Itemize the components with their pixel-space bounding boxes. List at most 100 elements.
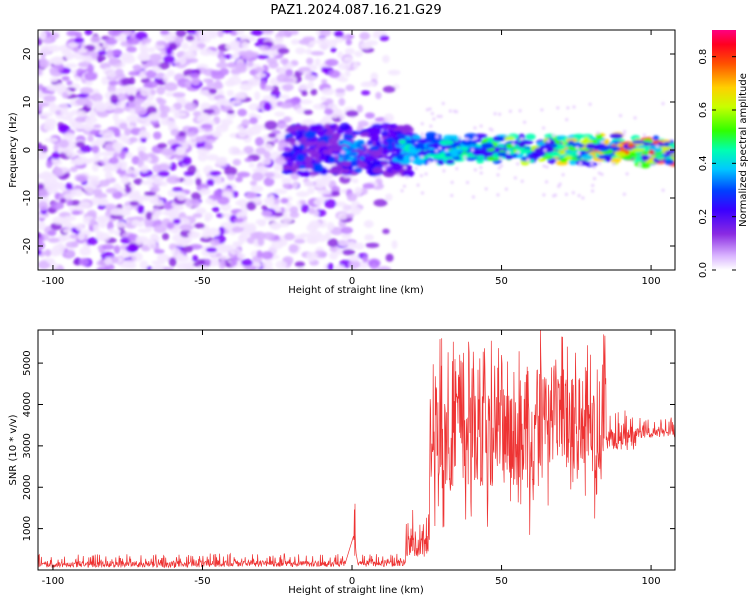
spectrogram-cell	[352, 151, 358, 156]
spectrogram-cell	[661, 188, 665, 192]
spectrogram-cell	[67, 42, 78, 48]
spectrogram-cell	[225, 42, 237, 51]
spectrogram-cell	[652, 135, 660, 141]
spectrogram-cell	[38, 102, 43, 112]
spectrogram-cell	[47, 237, 60, 243]
spectrogram-cell	[91, 163, 99, 172]
spectrogram-cell	[319, 30, 332, 37]
spectrogram-cell	[375, 140, 382, 147]
spectrogram-cell	[40, 112, 53, 117]
spectrogram-cell	[273, 188, 288, 195]
spectrogram-cell	[241, 40, 249, 50]
spectrogram-cell	[92, 188, 103, 196]
spectrogram-y-tick-label: -10	[22, 190, 33, 206]
spectrogram-cell	[214, 79, 222, 89]
spectrogram-cell	[105, 36, 118, 45]
spectrogram-cell	[356, 104, 364, 113]
spectrogram-cell	[375, 91, 382, 100]
spectrogram-cell	[250, 185, 264, 193]
spectrogram-cell	[307, 80, 314, 90]
spectrogram-cell	[308, 220, 322, 230]
spectrogram-cell	[387, 69, 401, 76]
spectrogram-cell	[280, 58, 289, 65]
spectrogram-cell	[357, 161, 368, 169]
spectrogram-cell	[197, 153, 208, 162]
spectrogram-x-axis-label: Height of straight line (km)	[288, 285, 424, 296]
spectrogram-cell	[542, 126, 546, 130]
spectrogram-cell	[124, 127, 131, 136]
spectrogram-cell	[74, 76, 82, 81]
spectrogram-cell	[432, 117, 436, 121]
spectrogram-cell	[38, 151, 48, 160]
spectrogram-cell	[322, 149, 333, 155]
spectrogram-cell	[201, 123, 213, 129]
spectrogram-cell	[43, 122, 56, 131]
spectrogram-cell	[277, 47, 290, 55]
spectrogram-cell	[153, 199, 164, 207]
spectrogram-cell	[61, 91, 69, 99]
spectrogram-cell	[97, 179, 110, 187]
spectrogram-cell	[205, 198, 214, 205]
spectrogram-cell	[315, 130, 325, 136]
spectrogram-cell	[284, 232, 295, 241]
spectrogram-cell	[619, 114, 623, 118]
colorbar-tick-label: 0.8	[698, 49, 709, 65]
spectrogram-cell	[50, 201, 64, 210]
spectrogram-cell	[66, 80, 73, 86]
snr-frame	[37, 329, 676, 571]
spectrogram-cell	[126, 168, 134, 175]
spectrogram-cell	[552, 134, 556, 138]
spectrogram-cell	[568, 160, 578, 166]
spectrogram-cell	[498, 112, 502, 116]
spectrogram-cell	[108, 80, 119, 86]
spectrogram-cell	[58, 125, 71, 131]
spectrogram-cell	[226, 89, 234, 97]
spectrogram-cell	[445, 159, 455, 165]
spectrogram-cell	[329, 123, 337, 129]
spectrogram-cell	[230, 68, 242, 75]
spectrogram-cell	[146, 47, 156, 53]
spectrogram-cell	[324, 108, 334, 115]
spectrogram-cell	[348, 146, 354, 151]
spectrogram-cell	[247, 61, 254, 67]
spectrogram-cell	[338, 153, 344, 158]
spectrogram-cell	[337, 62, 351, 70]
spectrogram-cell	[345, 150, 351, 155]
spectrogram-cell	[581, 154, 594, 161]
spectrogram-cell	[591, 189, 595, 193]
spectrogram-cell	[48, 32, 60, 40]
spectrogram-cell	[113, 245, 121, 254]
spectrogram-x-tick-label: 100	[642, 276, 661, 287]
spectrogram-cell	[337, 51, 344, 59]
spectrogram-cell	[377, 266, 392, 270]
spectrogram-cell	[294, 239, 306, 244]
spectrogram-cell	[499, 157, 503, 161]
spectrogram-cell	[258, 45, 270, 51]
spectrogram-cell	[116, 93, 127, 102]
spectrogram-cell	[350, 206, 362, 216]
spectrogram-cell	[496, 173, 500, 177]
spectrogram-cell	[219, 123, 230, 129]
spectrogram-cell	[338, 98, 346, 106]
spectrogram-cell	[38, 31, 47, 40]
spectrogram-cell	[78, 258, 89, 266]
spectrogram-cell	[221, 212, 232, 218]
spectrogram-cell	[493, 112, 497, 116]
spectrogram-cell	[238, 233, 246, 243]
spectrogram-cell	[255, 147, 266, 155]
spectrogram-cell	[320, 96, 327, 102]
snr-x-tick-label: -50	[194, 576, 210, 587]
spectrogram-cell	[128, 70, 140, 77]
spectrogram-cell	[226, 173, 235, 179]
snr-x-tick-label: 0	[349, 576, 355, 587]
spectrogram-cell	[184, 80, 192, 87]
spectrogram-cell	[119, 151, 126, 160]
spectrogram-cell	[323, 174, 334, 180]
spectrogram-y-tick-label: 0	[22, 147, 33, 153]
spectrogram-cell	[254, 262, 262, 269]
spectrogram-cell	[84, 30, 93, 36]
spectrogram-cell	[304, 158, 313, 164]
spectrogram-cell	[441, 149, 455, 154]
spectrogram-heatmap	[38, 30, 675, 270]
